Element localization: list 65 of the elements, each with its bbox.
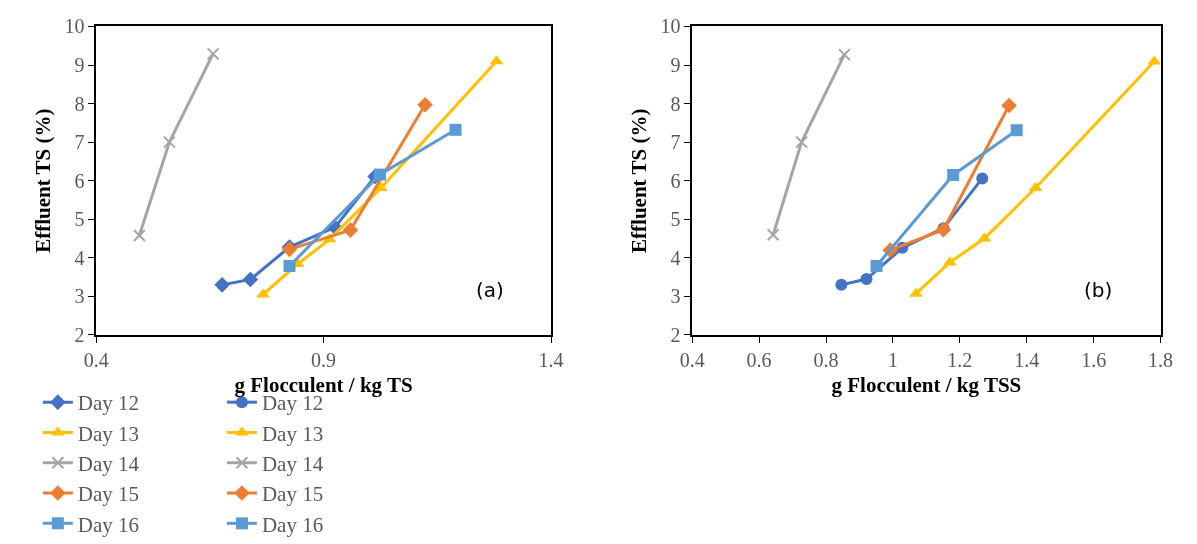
point [1001,97,1017,114]
point [417,96,433,113]
x-tick-label: 1.2 [947,348,973,371]
y-tick-label: 10 [660,15,681,38]
y-tick-label: 9 [74,54,85,77]
legend-label: Day 12 [261,391,324,416]
y-tick-label: 9 [670,54,681,77]
legend-label: Day 16 [77,512,140,537]
point [835,278,848,291]
legend-label: Day 15 [261,482,324,507]
legend-label: Day 13 [77,421,140,446]
x-tick-label: 0.8 [813,348,839,371]
y-tick-label: 3 [74,285,85,308]
y-tick-label: 10 [64,15,85,38]
y-tick-label: 5 [670,208,681,231]
x-tick-label: 0.4 [679,348,705,371]
point [860,273,873,286]
legend-label: Day 12 [77,391,140,416]
y-tick-label: 4 [670,246,681,269]
y-tick-label: 3 [670,285,681,308]
point [1010,124,1023,137]
y-axis-title: Effluent TS (%) [627,108,652,253]
point [909,287,923,297]
x-tick-label: 0.9 [311,348,337,371]
y-tick-label: 7 [670,131,681,154]
y-tick-label: 6 [670,169,681,192]
y-tick-label: 8 [74,92,85,115]
y-tick-label: 5 [74,208,85,231]
point [283,259,296,272]
point [870,259,883,272]
point [214,277,230,293]
y-tick-label: 2 [670,323,681,346]
point [374,168,387,181]
point [449,123,462,136]
legend-label: Day 14 [261,451,324,476]
y-tick-label: 2 [74,323,85,346]
point [242,271,259,288]
x-tick-label: 1 [887,348,898,371]
point [132,228,146,242]
point [976,172,989,185]
y-tick-label: 6 [74,169,85,192]
point [766,228,780,242]
legend-label: Day 15 [77,482,140,507]
x-axis-title: g Flocculent / kg TSS [831,373,1022,398]
legend-label: Day 14 [77,451,140,476]
annotation: (b) [1084,278,1113,302]
y-tick-label: 4 [74,246,85,269]
point [795,135,809,149]
legend-label: Day 13 [261,421,324,446]
x-tick-label: 1.8 [1148,348,1174,371]
legend-label: Day 16 [261,512,324,537]
point [837,48,851,62]
y-tick-label: 8 [670,92,681,115]
point [342,222,359,238]
x-tick-label: 1.4 [538,348,564,371]
y-axis-title: Effluent TS (%) [31,108,56,253]
point [162,135,176,149]
x-tick-label: 1.6 [1081,348,1107,371]
x-tick-label: 0.6 [746,348,772,371]
point [206,47,220,61]
x-tick-label: 1.4 [1014,348,1040,371]
annotation: (a) [476,278,504,302]
y-tick-label: 7 [74,131,85,154]
x-tick-label: 0.4 [83,348,109,371]
point [947,168,960,181]
